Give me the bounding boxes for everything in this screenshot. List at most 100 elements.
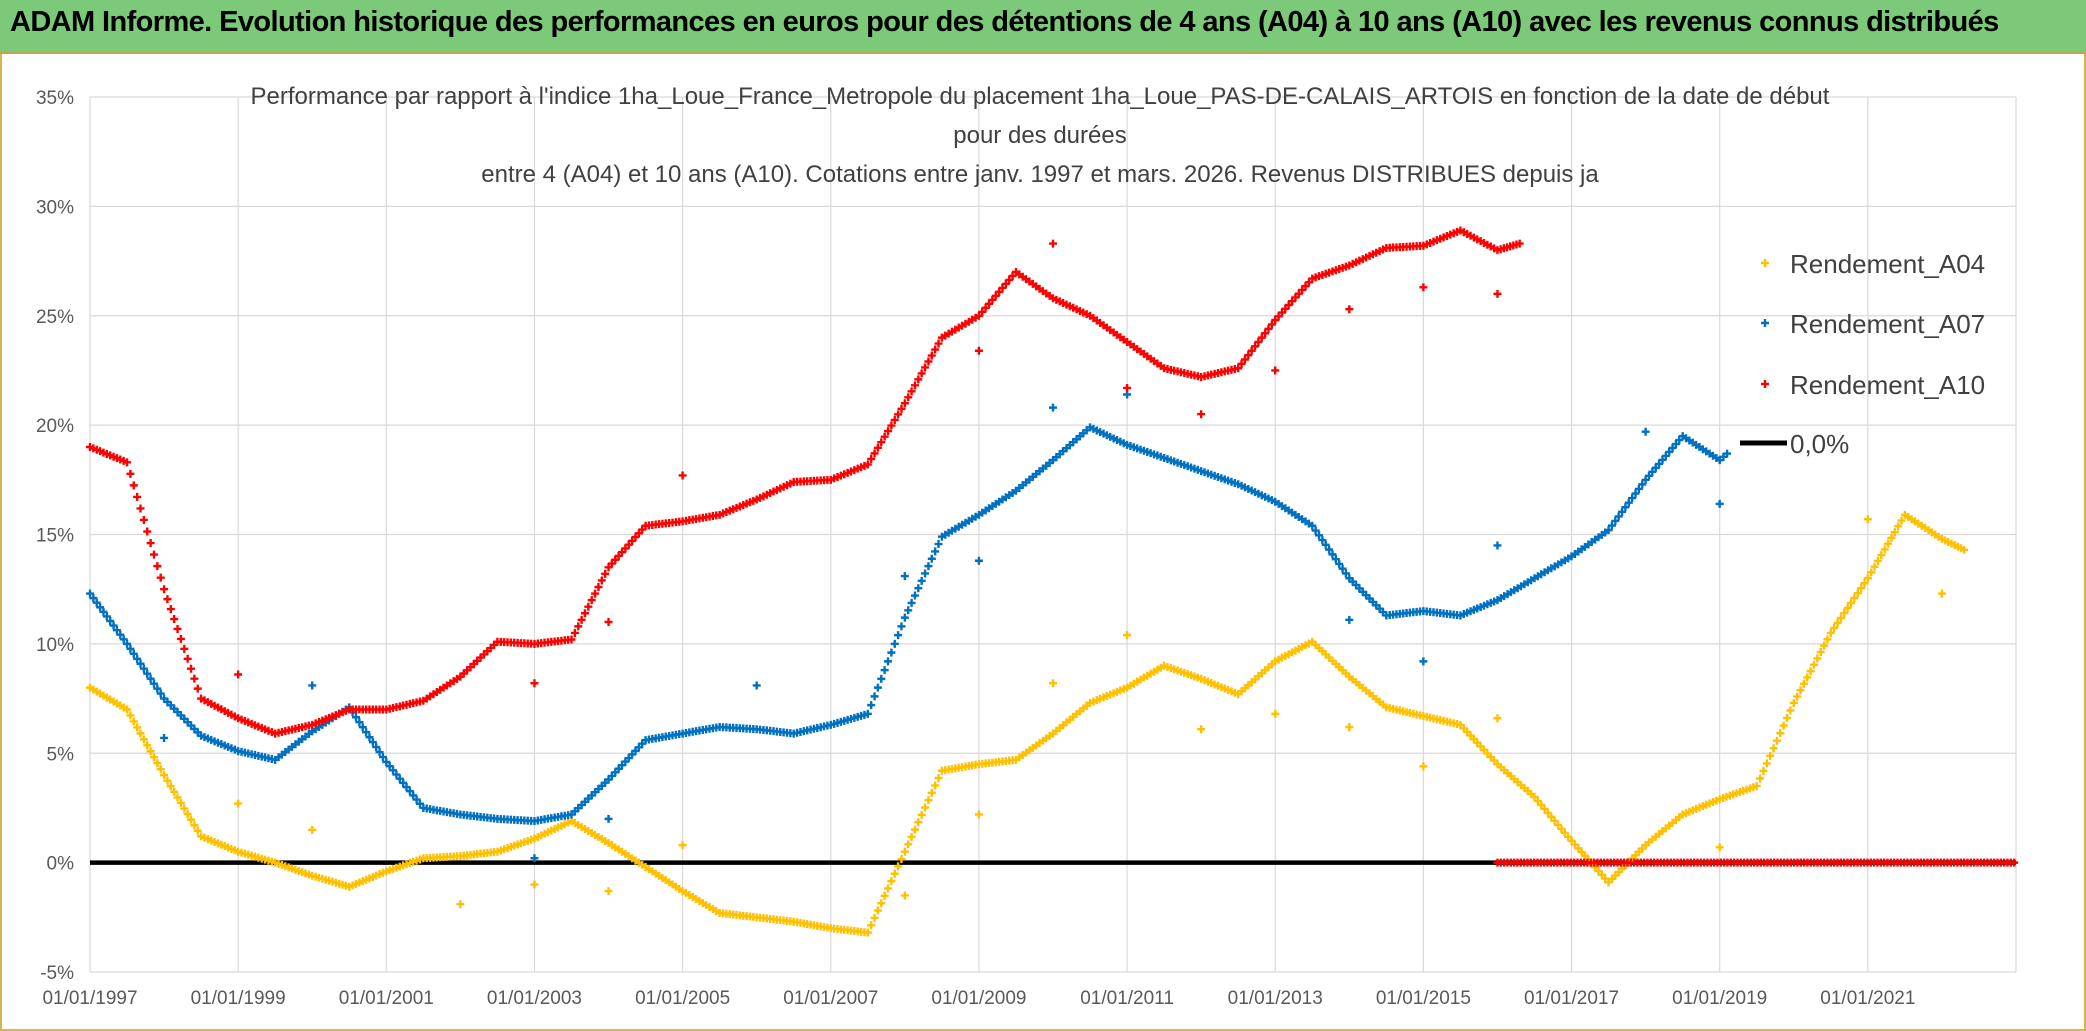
a07-point	[1723, 449, 1732, 458]
a10-point	[170, 615, 179, 624]
a04-point	[1880, 545, 1889, 554]
a04-point	[166, 782, 175, 791]
x-tick-label: 01/01/2013	[1228, 988, 1323, 1009]
header-banner: ADAM Informe. Evolution historique des p…	[0, 0, 2086, 54]
a04-point	[1756, 774, 1765, 783]
a10-point	[1515, 239, 1524, 248]
a07-point	[395, 774, 404, 783]
a07-point	[870, 692, 879, 701]
a10-point	[139, 515, 148, 524]
a10-point	[914, 375, 923, 384]
x-tick-label: 01/01/1999	[191, 988, 286, 1009]
y-tick-label: 10%	[36, 635, 74, 656]
a04-point	[133, 723, 142, 732]
a04-outlier-point	[308, 825, 317, 834]
a07-point	[873, 683, 882, 692]
a04-outlier-point	[234, 799, 243, 808]
a07-point	[109, 621, 118, 630]
a10-point	[173, 624, 182, 633]
a07-point	[1607, 521, 1616, 530]
a10-point	[884, 427, 893, 436]
a04-point	[1762, 759, 1771, 768]
a04-outlier-point	[1419, 762, 1428, 771]
a07-point	[119, 635, 128, 644]
legend-label: 0,0%	[1790, 429, 1849, 459]
a10-point	[190, 674, 199, 683]
a07-point	[877, 674, 886, 683]
a10-outlier-point	[1049, 239, 1057, 248]
a10-point	[601, 569, 610, 578]
a04-point	[1894, 522, 1903, 531]
a10-point	[897, 404, 906, 413]
a10-point	[887, 421, 896, 430]
a07-outlier-point	[160, 733, 169, 742]
a04-point	[1884, 539, 1893, 548]
a04-point	[1897, 516, 1906, 525]
a04-outlier-point	[974, 810, 983, 819]
a07-outlier-point	[1715, 499, 1724, 508]
a07-point	[894, 631, 903, 640]
a10-point	[160, 585, 169, 594]
a04-point	[143, 741, 152, 750]
a04-point	[1769, 744, 1778, 753]
a04-outlier-point	[1937, 589, 1946, 598]
a10-point	[577, 615, 586, 624]
a04-point	[160, 771, 169, 780]
a07-point	[146, 674, 155, 683]
a04-point	[1847, 599, 1856, 608]
a10-point	[126, 469, 135, 478]
a10-point	[1234, 364, 1243, 373]
a10-point	[1257, 333, 1266, 342]
a07-point	[1618, 507, 1627, 516]
a10-point	[129, 481, 138, 490]
a07-point	[914, 584, 923, 593]
a04-point	[894, 862, 903, 871]
a10-point	[904, 393, 913, 402]
a07-point	[890, 639, 899, 648]
a04-point	[880, 891, 889, 900]
a10-point	[921, 363, 930, 372]
a07-point	[385, 762, 394, 771]
a04-point	[146, 747, 155, 756]
legend-label: Rendement_A07	[1790, 309, 1985, 339]
legend-entry: 0,0%	[1740, 429, 1849, 459]
a04-point	[917, 810, 926, 819]
a04-point	[1779, 721, 1788, 730]
a10-point	[863, 460, 872, 469]
a07-point	[102, 612, 111, 621]
a07-point	[123, 639, 132, 648]
a07-point	[378, 753, 387, 762]
a04-point	[1830, 623, 1839, 632]
a04-point	[924, 796, 933, 805]
a10-point	[880, 432, 889, 441]
a07-point	[1315, 531, 1323, 540]
a07-point	[399, 778, 408, 787]
a10-outlier-point	[1493, 289, 1502, 298]
a04-outlier-point	[530, 880, 539, 889]
a07-point	[1604, 526, 1613, 535]
x-tick-label: 01/01/2019	[1672, 988, 1767, 1009]
a04-point	[1833, 618, 1842, 627]
x-tick-label: 01/01/1997	[42, 988, 137, 1009]
a07-point	[1318, 536, 1327, 545]
a10-point	[867, 454, 876, 463]
a04-point	[123, 705, 132, 714]
a07-point	[1328, 550, 1337, 559]
a04-point	[1850, 594, 1859, 603]
a04-point	[193, 826, 202, 835]
a04-point	[1843, 604, 1852, 613]
a07-point	[368, 738, 377, 747]
a04-point	[1793, 692, 1802, 701]
a07-outlier-point	[308, 681, 317, 690]
a10-point	[1251, 342, 1260, 351]
a04-point	[867, 921, 876, 930]
y-tick-label: 15%	[36, 526, 74, 547]
a10-outlier-point	[530, 679, 539, 688]
a10-zero-point	[2010, 858, 2019, 867]
a10-point	[156, 573, 165, 582]
a04-outlier-point	[1715, 843, 1724, 852]
a04-point	[1796, 686, 1805, 695]
a07-point	[1311, 526, 1320, 535]
a04-point	[890, 869, 899, 878]
a07-point	[99, 607, 108, 616]
